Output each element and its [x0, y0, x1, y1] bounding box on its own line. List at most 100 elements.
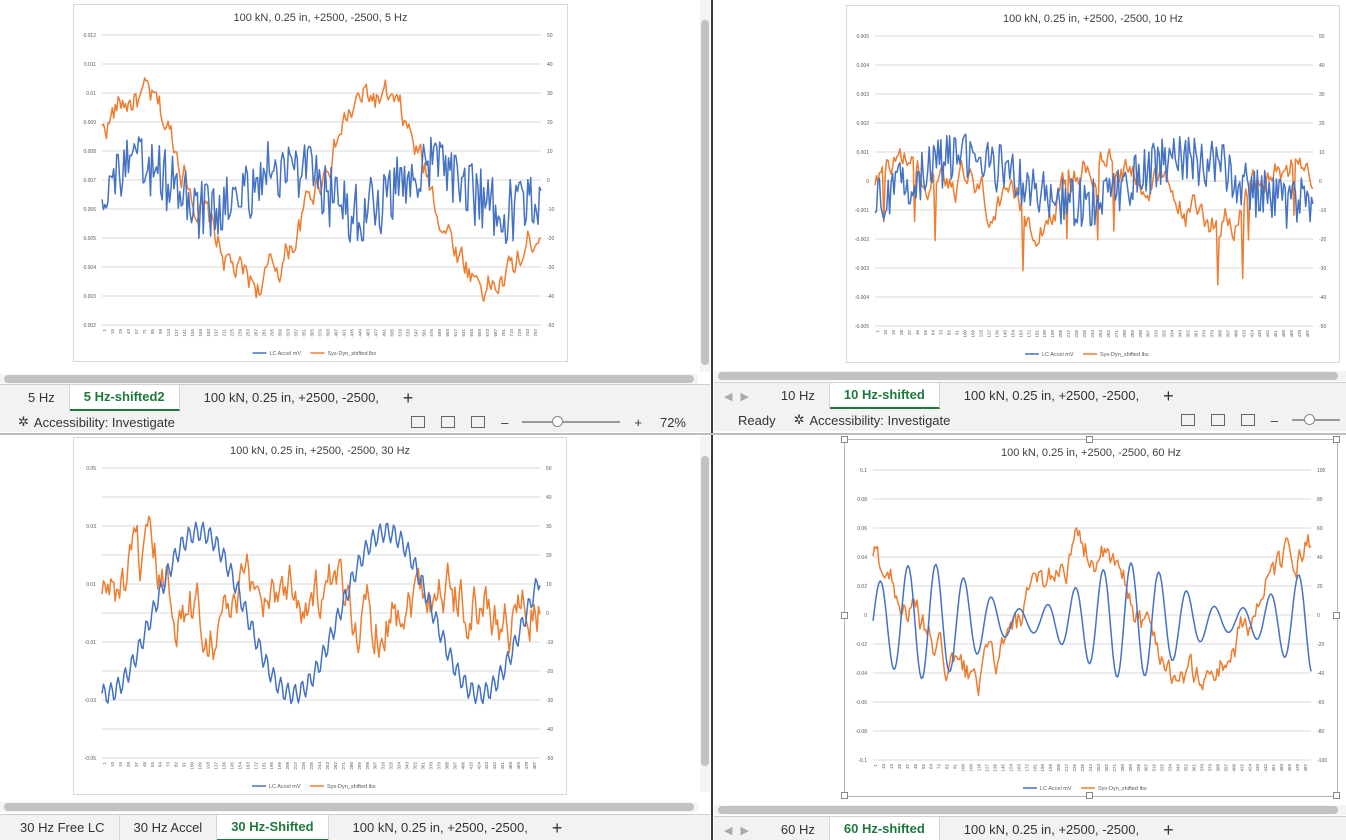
page-break-view-icon[interactable] [471, 416, 486, 428]
zoom-out-button[interactable]: – [1270, 412, 1278, 428]
resize-handle[interactable] [841, 792, 848, 799]
add-sheet-button[interactable]: + [551, 818, 563, 838]
tab-10hz[interactable]: 10 Hz [767, 383, 830, 409]
page-layout-view-icon[interactable] [1210, 414, 1225, 426]
x-tick-label: 127 [984, 764, 989, 772]
tab-60hz-shifted[interactable]: 60 Hz-shifted [829, 817, 940, 840]
zoom-slider[interactable] [522, 416, 621, 427]
tab-5hz[interactable]: 5 Hz [0, 385, 70, 411]
y2-tick-label: 0 [547, 178, 550, 184]
y2-tick-label: 0 [1319, 179, 1322, 185]
x-tick-label: 370 [1199, 764, 1204, 772]
y-tick-label: 0.002 [856, 121, 869, 127]
horizontal-scrollbar[interactable] [714, 805, 1346, 815]
chart-30hz[interactable]: 100 kN, 0.25 in, +2500, -2500, 30 Hz 0.05… [73, 437, 567, 795]
x-tick-label: 298 [1136, 764, 1141, 772]
accessibility-status[interactable]: ✲ Accessibility: Investigate [786, 412, 959, 428]
x-tick-label: 491 [381, 329, 386, 337]
x-tick-label: 617 [453, 329, 458, 337]
sheet-nav-arrows[interactable]: ◀▶ [724, 390, 757, 403]
zoom-slider-knob[interactable] [1303, 414, 1315, 425]
x-tick-label: 487 [532, 762, 537, 770]
sheet-tabs: 5 Hz 5 Hz-shifted2 100 kN, 0.25 in, +250… [0, 384, 710, 412]
zoom-level[interactable]: 72% [659, 414, 686, 430]
tab-100kn-chart[interactable]: 100 kN, 0.25 in, +2500, -2500, [963, 388, 1140, 403]
x-tick-label: 701 [501, 329, 506, 337]
resize-handle[interactable] [1086, 436, 1093, 443]
add-sheet-button[interactable]: + [1163, 820, 1174, 840]
y-tick-label: 0.006 [83, 207, 96, 213]
x-tick-label: 235 [1080, 764, 1085, 772]
zoom-slider[interactable] [1292, 414, 1340, 425]
chart-60hz[interactable]: 100 kN, 0.25 in, +2500, -2500, 60 Hz 0.1 1… [844, 439, 1338, 797]
resize-handle[interactable] [841, 436, 848, 443]
y2-tick-label: 50 [547, 33, 553, 39]
x-tick-label: 239 [238, 329, 243, 337]
x-tick-label: 334 [1168, 764, 1173, 772]
x-tick-label: 271 [1114, 330, 1119, 338]
zoom-out-button[interactable]: – [501, 414, 509, 430]
vertical-scrollbar[interactable] [700, 0, 710, 372]
tab-30hz-accel[interactable]: 30 Hz Accel [120, 815, 218, 840]
chart-10hz[interactable]: 100 kN, 0.25 in, +2500, -2500, 10 Hz 0.00… [846, 5, 1340, 363]
tab-10hz-shifted[interactable]: 10 Hz-shifted [829, 383, 940, 409]
page-layout-view-icon[interactable] [441, 416, 456, 428]
tab-100kn-chart[interactable]: 100 kN, 0.25 in, +2500, -2500, [203, 390, 379, 405]
normal-view-icon[interactable] [1180, 414, 1195, 426]
add-sheet-button[interactable]: + [402, 388, 414, 408]
vertical-scrollbar[interactable] [700, 436, 710, 792]
y2-tick-label: -20 [547, 236, 554, 242]
chart-60hz-svg: 100 kN, 0.25 in, +2500, -2500, 60 Hz 0.1 1… [856, 447, 1328, 792]
tab-60hz[interactable]: 60 Hz [767, 817, 830, 840]
x-tick-label: 351 [302, 329, 307, 337]
x-tick-label: 460 [508, 762, 513, 770]
x-tick-label: 460 [1281, 330, 1286, 338]
page-break-view-icon[interactable] [1240, 414, 1255, 426]
y-tick-label: 0.02 [857, 584, 867, 590]
accessibility-status[interactable]: ✲ Accessibility: Investigate [0, 414, 183, 430]
resize-handle[interactable] [1333, 612, 1340, 619]
y2-tick-label: -30 [547, 265, 554, 271]
tab-30hz-free-lc[interactable]: 30 Hz Free LC [0, 815, 120, 840]
y-tick-label: 0.011 [84, 62, 96, 68]
resize-handle[interactable] [1086, 792, 1093, 799]
tab-100kn-chart[interactable]: 100 kN, 0.25 in, +2500, -2500, [963, 822, 1140, 837]
x-tick-label: 435 [349, 329, 354, 337]
resize-handle[interactable] [1333, 792, 1340, 799]
horizontal-scrollbar[interactable] [0, 374, 698, 384]
resize-handle[interactable] [841, 612, 848, 619]
y2-tick-label: -40 [1317, 671, 1324, 677]
y2-tick-label: 10 [546, 582, 552, 588]
x-tick-label: 19 [891, 330, 896, 336]
horizontal-scrollbar[interactable] [714, 371, 1346, 381]
x-tick-label: 280 [349, 762, 354, 770]
x-tick-label: 190 [1042, 330, 1047, 338]
x-tick-label: 136 [994, 330, 999, 338]
x-tick-label: 235 [1082, 330, 1087, 338]
sheet-nav-arrows[interactable]: ◀▶ [724, 824, 757, 837]
chart-5hz[interactable]: 100 kN, 0.25 in, +2500, -2500, 5 Hz 0.012… [73, 4, 568, 362]
x-tick-label: 370 [1201, 330, 1206, 338]
tab-30hz-shifted[interactable]: 30 Hz-Shifted [217, 815, 329, 840]
x-tick-label: 451 [1271, 764, 1276, 772]
x-tick-label: 163 [1018, 330, 1023, 338]
horizontal-scrollbar[interactable] [0, 802, 698, 812]
y-tick-label: -0.005 [855, 324, 869, 330]
zoom-in-button[interactable]: + [634, 414, 642, 430]
x-tick-label: 478 [1295, 764, 1300, 772]
chart-title: 100 kN, 0.25 in, +2500, -2500, 30 Hz [230, 445, 410, 457]
tab-100kn-chart[interactable]: 100 kN, 0.25 in, +2500, -2500, [352, 820, 528, 835]
zoom-slider-knob[interactable] [551, 416, 563, 427]
tab-5hz-shifted2[interactable]: 5 Hz-shifted2 [69, 385, 180, 411]
chart-title: 100 kN, 0.25 in, +2500, -2500, 5 Hz [234, 12, 408, 24]
x-tick-label: 603 [445, 329, 450, 337]
normal-view-icon[interactable] [411, 416, 426, 428]
x-tick-label: 451 [1273, 330, 1278, 338]
x-tick-label: 262 [1106, 330, 1111, 338]
x-tick-label: 388 [444, 762, 449, 770]
chart-title: 100 kN, 0.25 in, +2500, -2500, 10 Hz [1003, 13, 1183, 25]
resize-handle[interactable] [1333, 436, 1340, 443]
x-tick-label: 226 [301, 762, 306, 770]
y-tick-label: -0.05 [85, 756, 97, 762]
add-sheet-button[interactable]: + [1163, 386, 1174, 406]
